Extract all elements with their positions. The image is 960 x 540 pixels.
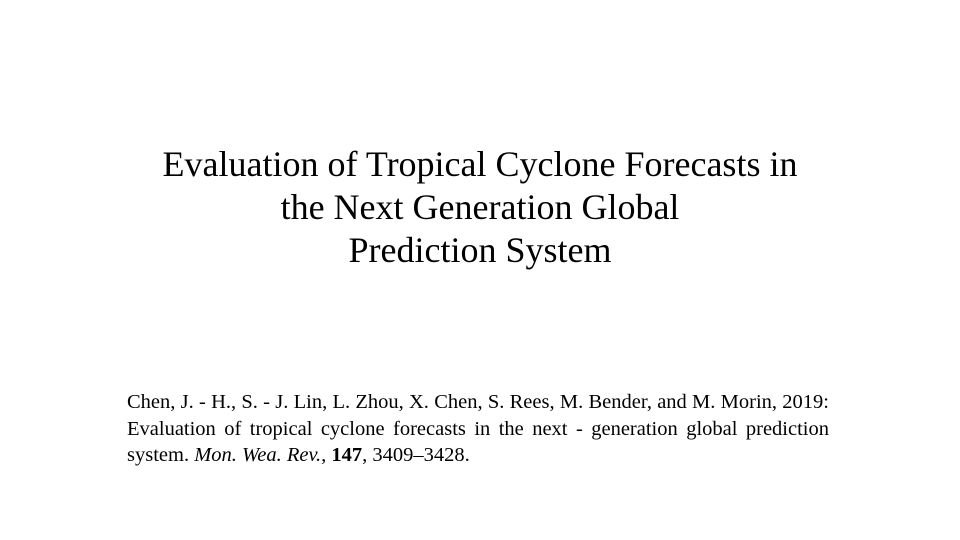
pages: , 3409–3428. bbox=[362, 444, 470, 466]
volume: 147 bbox=[331, 444, 363, 466]
title-line: the Next Generation Global bbox=[280, 187, 680, 227]
citation-text: Chen, J. - H., S. - J. Lin, L. Zhou, X. … bbox=[127, 391, 829, 466]
slide-title: Evaluation of Tropical Cyclone Forecasts… bbox=[80, 143, 880, 272]
citation: Chen, J. - H., S. - J. Lin, L. Zhou, X. … bbox=[127, 389, 829, 469]
title-line: Evaluation of Tropical Cyclone Forecasts… bbox=[162, 144, 798, 184]
title-line: Prediction System bbox=[348, 230, 612, 270]
journal: Mon. Wea. Rev., bbox=[194, 444, 332, 466]
